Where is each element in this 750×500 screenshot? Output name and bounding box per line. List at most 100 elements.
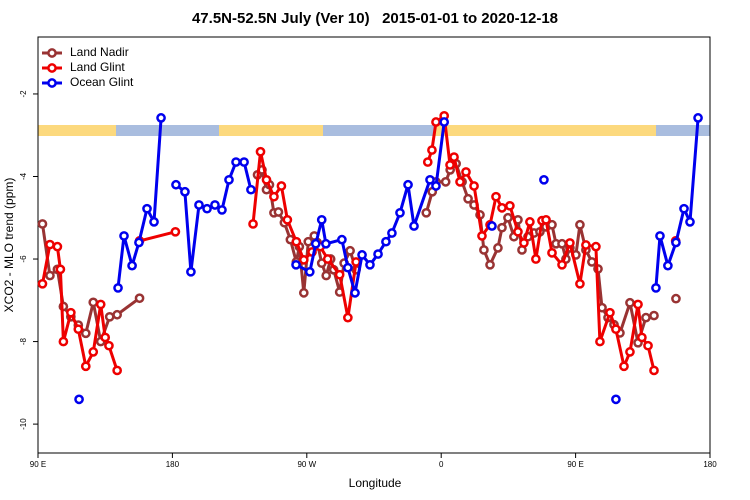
- data-point: [651, 283, 661, 293]
- data-point: [365, 259, 375, 270]
- data-point: [322, 254, 333, 264]
- series-line: [175, 160, 253, 274]
- data-point: [304, 266, 315, 277]
- data-point: [625, 297, 635, 308]
- y-tick-label: -4: [19, 172, 28, 180]
- data-point: [619, 361, 629, 372]
- data-point: [693, 113, 703, 123]
- data-point: [611, 324, 621, 335]
- data-point: [575, 219, 585, 230]
- data-point: [316, 214, 327, 225]
- data-point: [633, 299, 643, 310]
- data-point: [493, 243, 503, 253]
- data-point: [149, 217, 159, 227]
- data-point: [45, 239, 55, 250]
- x-tick-label: 180: [166, 460, 180, 469]
- data-point: [104, 340, 114, 351]
- data-point: [55, 264, 66, 275]
- data-point: [649, 365, 659, 376]
- data-point: [343, 312, 353, 323]
- data-point: [591, 241, 601, 252]
- data-point: [100, 332, 111, 343]
- data-point: [439, 117, 450, 127]
- data-point: [655, 231, 665, 241]
- data-point: [291, 259, 301, 270]
- data-point: [539, 174, 549, 185]
- data-point: [224, 174, 234, 185]
- data-point: [395, 207, 405, 218]
- data-point: [679, 203, 689, 214]
- data-point: [575, 278, 585, 289]
- data-point: [134, 293, 145, 304]
- data-point: [595, 336, 605, 347]
- ocean-band: [38, 125, 710, 136]
- land-band: [434, 125, 656, 136]
- data-point: [95, 299, 106, 310]
- data-point: [112, 309, 122, 320]
- data-point: [565, 238, 575, 248]
- data-point: [525, 217, 535, 227]
- data-point: [194, 200, 204, 210]
- data-point: [649, 310, 659, 321]
- data-point: [497, 203, 507, 213]
- series-line: [139, 230, 176, 243]
- data-point: [37, 219, 48, 229]
- legend-marker: [47, 63, 57, 73]
- data-point: [421, 207, 432, 218]
- data-point: [547, 247, 557, 258]
- data-point: [587, 257, 597, 267]
- data-point: [321, 270, 332, 281]
- data-point: [581, 240, 591, 250]
- data-point: [104, 311, 115, 322]
- legend-marker: [47, 78, 57, 88]
- data-point: [519, 238, 529, 248]
- y-tick-label: -10: [19, 418, 28, 430]
- data-point: [66, 307, 76, 318]
- plot-frame: [37, 36, 711, 454]
- x-tick-label: 0: [439, 460, 444, 469]
- data-point: [625, 347, 635, 357]
- data-point: [641, 312, 651, 323]
- data-point: [170, 226, 181, 237]
- data-point: [455, 177, 465, 187]
- land-band: [38, 125, 116, 136]
- data-point: [351, 257, 361, 267]
- data-point: [663, 260, 673, 271]
- data-point: [477, 231, 487, 241]
- data-point: [52, 241, 63, 252]
- data-point: [685, 217, 695, 227]
- data-point: [427, 145, 437, 155]
- data-point: [479, 245, 489, 255]
- data-point: [461, 167, 471, 177]
- legend-label: Land Glint: [70, 60, 125, 74]
- data-point: [381, 236, 391, 247]
- data-point: [671, 293, 681, 304]
- data-point: [127, 260, 137, 271]
- data-point: [343, 262, 353, 273]
- data-point: [334, 269, 345, 280]
- data-point: [449, 152, 459, 162]
- series-line: [424, 162, 655, 345]
- legend-marker: [47, 48, 57, 58]
- series-line: [654, 117, 700, 289]
- data-point: [186, 266, 196, 277]
- data-point: [345, 245, 355, 256]
- data-point: [269, 191, 279, 202]
- legend-label: Ocean Glint: [70, 75, 134, 89]
- data-point: [445, 160, 455, 170]
- data-point: [431, 117, 441, 127]
- data-point: [310, 238, 321, 249]
- data-point: [112, 365, 122, 376]
- data-point: [180, 186, 190, 197]
- chart-title: 47.5N-52.5N July (Ver 10) 2015-01-01 to …: [192, 10, 558, 27]
- data-point: [282, 214, 293, 225]
- data-point: [88, 347, 99, 357]
- data-point: [531, 254, 541, 264]
- data-point: [469, 181, 479, 191]
- data-point: [440, 177, 451, 187]
- data-point: [298, 288, 309, 298]
- data-point: [357, 250, 367, 260]
- data-point: [58, 336, 69, 347]
- data-point: [643, 340, 653, 351]
- data-point: [171, 179, 181, 190]
